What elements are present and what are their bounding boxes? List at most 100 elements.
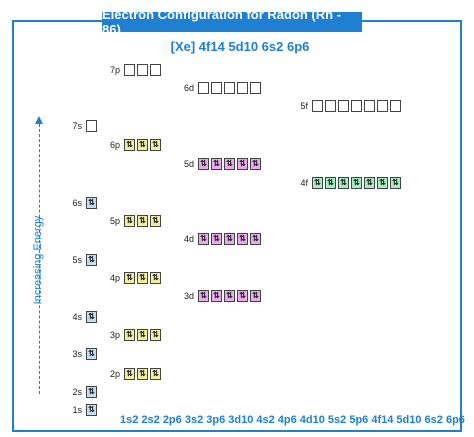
orbital-boxes: ⇅ ⇅ ⇅ [124,329,161,341]
empty-orbital-box [224,82,235,94]
electron-pair-arrows-icon: ⇅ [88,198,95,207]
orbital-label: 2p [109,369,120,379]
electron-pair-box: ⇅ [150,272,161,284]
orbital-boxes [86,120,97,132]
electron-pair-box: ⇅ [137,215,148,227]
orbital-boxes: ⇅ [86,311,97,323]
orbital-4f: 4f ⇅ ⇅ ⇅ ⇅ ⇅ ⇅ ⇅ [292,177,401,189]
electron-pair-arrows-icon: ⇅ [152,369,159,378]
orbital-label: 4s [72,312,82,322]
electron-pair-box: ⇅ [150,368,161,380]
electron-pair-box: ⇅ [86,348,97,360]
electron-pair-arrows-icon: ⇅ [200,234,207,243]
electron-pair-arrows-icon: ⇅ [139,273,146,282]
electron-pair-box: ⇅ [86,311,97,323]
orbital-boxes: ⇅ [86,254,97,266]
electron-pair-box: ⇅ [325,177,336,189]
empty-orbital-box [364,100,375,112]
orbital-label: 6p [109,140,120,150]
electron-pair-box: ⇅ [124,368,135,380]
orbital-label: 5s [72,255,82,265]
electron-pair-box: ⇅ [124,139,135,151]
electron-pair-box: ⇅ [250,290,261,302]
electron-pair-box: ⇅ [137,329,148,341]
orbital-5f: 5f [292,100,401,112]
electron-pair-box: ⇅ [211,233,222,245]
orbital-boxes: ⇅ [86,348,97,360]
electron-pair-arrows-icon: ⇅ [200,159,207,168]
orbital-boxes: ⇅ ⇅ ⇅ ⇅ ⇅ [198,158,261,170]
orbital-boxes: ⇅ ⇅ ⇅ [124,139,161,151]
orbital-boxes: ⇅ [86,404,97,416]
orbital-1s: 1s ⇅ [66,404,97,416]
orbital-3p: 3p ⇅ ⇅ ⇅ [104,329,161,341]
electron-pair-box: ⇅ [237,233,248,245]
electron-pair-arrows-icon: ⇅ [213,159,220,168]
orbital-boxes: ⇅ ⇅ ⇅ ⇅ ⇅ [198,233,261,245]
empty-orbital-box [124,64,135,76]
electron-pair-box: ⇅ [124,329,135,341]
electron-pair-arrows-icon: ⇅ [327,178,334,187]
electron-pair-arrows-icon: ⇅ [314,178,321,187]
electron-pair-box: ⇅ [86,404,97,416]
orbital-boxes: ⇅ ⇅ ⇅ [124,368,161,380]
empty-orbital-box [86,120,97,132]
orbital-3s: 3s ⇅ [66,348,97,360]
electron-pair-box: ⇅ [237,158,248,170]
electron-pair-arrows-icon: ⇅ [366,178,373,187]
electron-pair-arrows-icon: ⇅ [88,255,95,264]
electron-pair-box: ⇅ [86,386,97,398]
orbital-2p: 2p ⇅ ⇅ ⇅ [104,368,161,380]
arrow-up-icon [35,116,43,124]
orbital-4d: 4d ⇅ ⇅ ⇅ ⇅ ⇅ [178,233,261,245]
electron-pair-arrows-icon: ⇅ [126,273,133,282]
orbital-label: 5f [300,101,308,111]
electron-pair-arrows-icon: ⇅ [139,330,146,339]
electron-pair-box: ⇅ [150,329,161,341]
electron-pair-box: ⇅ [338,177,349,189]
orbital-label: 4p [109,273,120,283]
noble-gas-configuration: [Xe] 4f14 5d10 6s2 6p6 [170,39,310,54]
electron-pair-arrows-icon: ⇅ [139,216,146,225]
electron-pair-box: ⇅ [211,158,222,170]
electron-pair-box: ⇅ [137,272,148,284]
electron-pair-arrows-icon: ⇅ [340,178,347,187]
orbital-label: 3s [72,349,82,359]
empty-orbital-box [377,100,388,112]
electron-pair-box: ⇅ [86,197,97,209]
orbital-4p: 4p ⇅ ⇅ ⇅ [104,272,161,284]
electron-pair-arrows-icon: ⇅ [239,234,246,243]
energy-axis-label: Increasing Energy [32,215,44,305]
orbital-2s: 2s ⇅ [66,386,97,398]
empty-orbital-box [137,64,148,76]
orbital-boxes: ⇅ ⇅ ⇅ [124,272,161,284]
electron-pair-box: ⇅ [124,272,135,284]
electron-pair-arrows-icon: ⇅ [252,159,259,168]
electron-pair-arrows-icon: ⇅ [226,234,233,243]
orbital-label: 5p [109,216,120,226]
electron-pair-box: ⇅ [150,215,161,227]
electron-pair-arrows-icon: ⇅ [226,291,233,300]
orbital-boxes: ⇅ ⇅ ⇅ ⇅ ⇅ ⇅ ⇅ [312,177,401,189]
empty-orbital-box [250,82,261,94]
electron-pair-arrows-icon: ⇅ [152,273,159,282]
electron-pair-box: ⇅ [198,290,209,302]
electron-pair-arrows-icon: ⇅ [139,369,146,378]
diagram-title: Electron Configuration for Radon (Rn - 8… [102,7,362,37]
electron-pair-box: ⇅ [224,158,235,170]
electron-pair-arrows-icon: ⇅ [152,140,159,149]
electron-pair-box: ⇅ [237,290,248,302]
electron-pair-arrows-icon: ⇅ [152,330,159,339]
empty-orbital-box [198,82,209,94]
filling-order: 1s2 2s2 2p6 3s2 3p6 3d10 4s2 4p6 4d10 5s… [120,414,465,426]
orbital-boxes: ⇅ [86,197,97,209]
electron-pair-arrows-icon: ⇅ [392,178,399,187]
electron-pair-arrows-icon: ⇅ [252,234,259,243]
electron-pair-box: ⇅ [211,290,222,302]
empty-orbital-box [351,100,362,112]
empty-orbital-box [390,100,401,112]
orbital-label: 2s [72,387,82,397]
orbital-boxes [312,100,401,112]
electron-pair-box: ⇅ [364,177,375,189]
electron-pair-arrows-icon: ⇅ [88,405,95,414]
